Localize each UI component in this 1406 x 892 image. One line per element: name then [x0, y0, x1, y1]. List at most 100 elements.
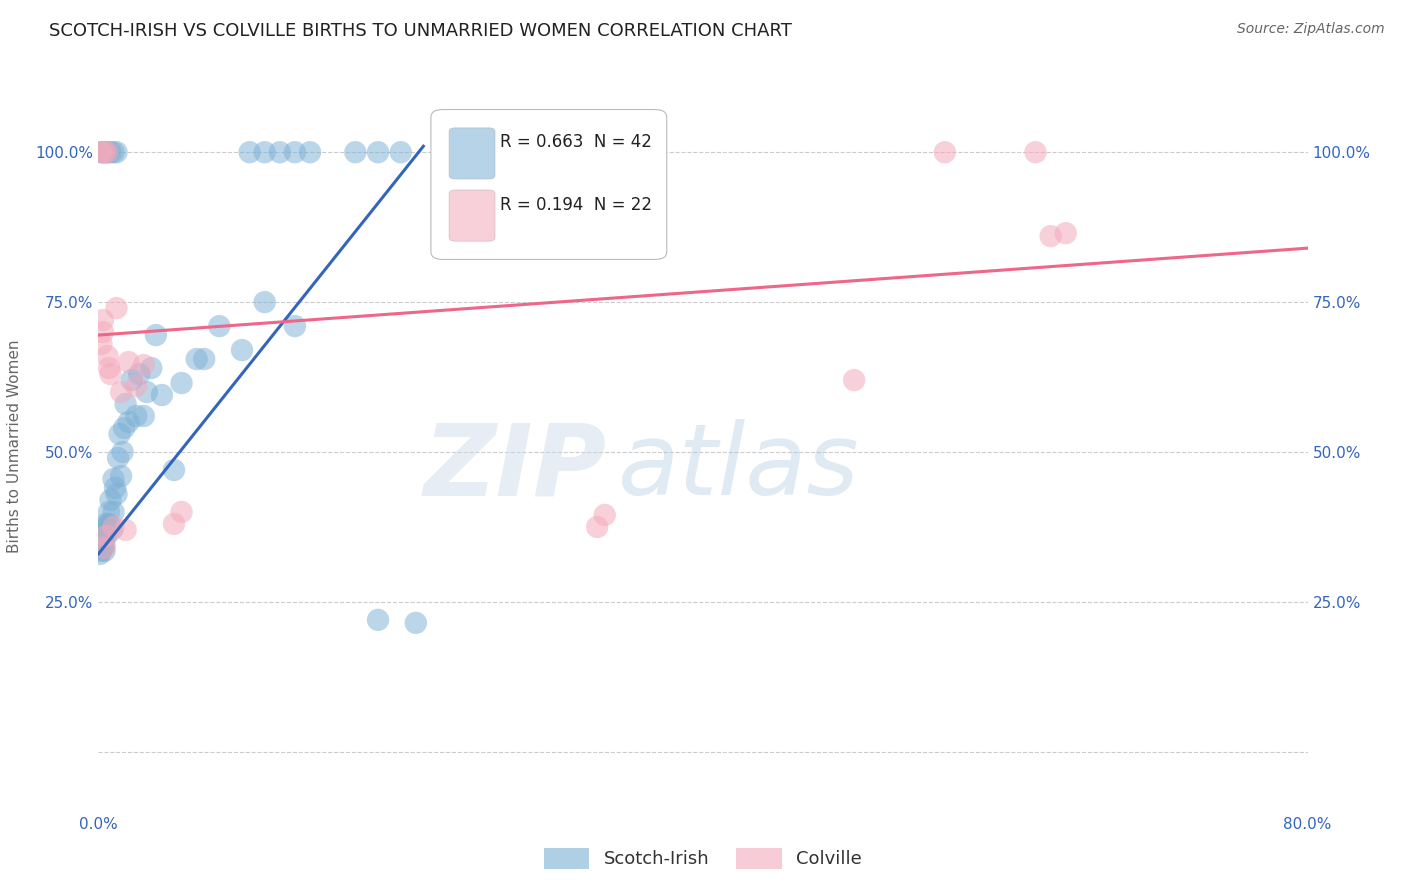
- Point: [1024, 145, 1046, 160]
- Point: [193, 352, 215, 367]
- Point: [98, 516, 121, 531]
- Point: [91, 145, 114, 160]
- Point: [90, 544, 112, 558]
- Point: [90, 535, 112, 549]
- Point: [125, 409, 148, 423]
- Point: [94, 529, 117, 543]
- Point: [118, 355, 141, 369]
- Point: [93, 525, 115, 540]
- Text: ZIP: ZIP: [423, 419, 606, 516]
- Point: [405, 615, 427, 630]
- Point: [100, 367, 122, 381]
- Point: [98, 505, 121, 519]
- Point: [103, 472, 125, 486]
- Point: [91, 325, 114, 339]
- Point: [90, 145, 112, 160]
- Point: [103, 505, 125, 519]
- Point: [93, 541, 115, 555]
- Point: [105, 145, 128, 160]
- Point: [269, 145, 291, 160]
- Point: [299, 145, 322, 160]
- Point: [103, 145, 125, 160]
- Y-axis label: Births to Unmarried Women: Births to Unmarried Women: [7, 339, 21, 553]
- Point: [93, 145, 115, 160]
- Text: R = 0.663  N = 42: R = 0.663 N = 42: [501, 134, 652, 152]
- Point: [91, 532, 114, 546]
- Point: [844, 373, 866, 387]
- Point: [934, 145, 956, 160]
- Point: [105, 301, 128, 315]
- Point: [1054, 226, 1077, 240]
- Point: [103, 520, 125, 534]
- Point: [284, 145, 307, 160]
- Point: [89, 541, 111, 555]
- Point: [253, 295, 276, 310]
- Point: [128, 367, 150, 381]
- Point: [110, 385, 132, 400]
- Point: [125, 379, 148, 393]
- Point: [114, 397, 136, 411]
- Point: [163, 516, 186, 531]
- Point: [93, 538, 115, 552]
- Point: [96, 145, 118, 160]
- Point: [141, 361, 163, 376]
- Point: [96, 349, 118, 363]
- Point: [111, 445, 134, 459]
- Text: Source: ZipAtlas.com: Source: ZipAtlas.com: [1237, 22, 1385, 37]
- Point: [389, 145, 412, 160]
- Point: [89, 547, 111, 561]
- Point: [208, 319, 231, 334]
- Point: [93, 145, 115, 160]
- Text: R = 0.194  N = 22: R = 0.194 N = 22: [501, 195, 652, 213]
- Point: [93, 520, 115, 534]
- Point: [108, 427, 131, 442]
- Point: [104, 481, 127, 495]
- Point: [110, 469, 132, 483]
- Point: [91, 313, 114, 327]
- Point: [1039, 229, 1062, 244]
- Point: [112, 421, 135, 435]
- Point: [91, 538, 114, 552]
- Point: [118, 415, 141, 429]
- FancyBboxPatch shape: [449, 128, 495, 179]
- Point: [107, 450, 129, 465]
- Point: [101, 523, 124, 537]
- Point: [90, 145, 112, 160]
- Point: [170, 505, 193, 519]
- Point: [253, 145, 276, 160]
- Point: [94, 516, 117, 531]
- Point: [231, 343, 253, 357]
- Text: SCOTCH-IRISH VS COLVILLE BIRTHS TO UNMARRIED WOMEN CORRELATION CHART: SCOTCH-IRISH VS COLVILLE BIRTHS TO UNMAR…: [49, 22, 792, 40]
- Point: [284, 319, 307, 334]
- Point: [367, 613, 389, 627]
- Point: [170, 376, 193, 390]
- Point: [132, 358, 155, 372]
- Point: [121, 373, 143, 387]
- Point: [90, 337, 112, 351]
- Point: [96, 145, 118, 160]
- Point: [163, 463, 186, 477]
- Point: [91, 529, 114, 543]
- Point: [145, 328, 167, 343]
- Legend: Scotch-Irish, Colville: Scotch-Irish, Colville: [537, 840, 869, 876]
- Point: [94, 529, 117, 543]
- Point: [91, 541, 114, 555]
- Point: [367, 145, 389, 160]
- Text: atlas: atlas: [619, 419, 860, 516]
- Point: [135, 385, 157, 400]
- Point: [105, 487, 128, 501]
- Point: [150, 388, 173, 402]
- FancyBboxPatch shape: [449, 190, 495, 241]
- Point: [98, 361, 121, 376]
- Point: [114, 523, 136, 537]
- Point: [96, 145, 118, 160]
- Point: [593, 508, 616, 522]
- Point: [93, 544, 115, 558]
- Point: [186, 352, 208, 367]
- Point: [586, 520, 609, 534]
- Point: [100, 492, 122, 507]
- Point: [90, 523, 112, 537]
- FancyBboxPatch shape: [432, 110, 666, 260]
- Point: [239, 145, 262, 160]
- Point: [100, 145, 122, 160]
